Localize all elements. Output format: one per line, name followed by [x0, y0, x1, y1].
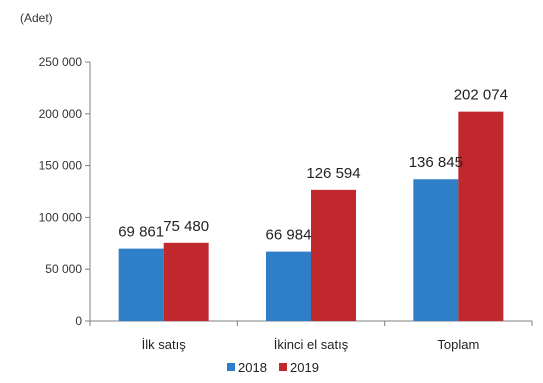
- y-tick-label: 100 000: [39, 210, 83, 224]
- data-label: 66 984: [266, 227, 312, 244]
- y-tick-label: 250 000: [39, 55, 83, 69]
- y-tick-label: 150 000: [39, 159, 83, 173]
- data-labels: 69 861 75 480 66 984 126 594 136 845 202 074: [118, 87, 508, 244]
- data-label: 126 594: [306, 165, 360, 182]
- bar-2019-2: [311, 189, 356, 321]
- data-label: 136 845: [409, 154, 463, 171]
- y-tick-label: 50 000: [45, 262, 82, 276]
- legend: 2018 2019: [227, 360, 319, 375]
- legend-swatch-2018: [227, 363, 235, 371]
- category-label: İlk satış: [142, 337, 187, 352]
- y-ticks: 0 50 000 100 000 150 000 200 000 250 000: [39, 55, 90, 328]
- bar-2019-1: [163, 242, 209, 321]
- bar-2018-1: [118, 248, 164, 321]
- legend-swatch-2019: [279, 363, 287, 371]
- legend-label: 2019: [290, 360, 319, 375]
- legend-label: 2018: [238, 360, 267, 375]
- category-label: İkinci el satış: [274, 337, 349, 352]
- y-unit-label: (Adet): [20, 11, 53, 25]
- y-tick-label: 200 000: [39, 107, 83, 121]
- category-labels: İlk satış İkinci el satış Toplam: [142, 337, 480, 352]
- bars: [118, 111, 504, 321]
- bar-2019-3: [458, 111, 504, 321]
- bar-2018-3: [413, 179, 459, 321]
- data-label: 202 074: [454, 87, 508, 104]
- y-tick-label: 0: [75, 314, 82, 328]
- category-label: Toplam: [437, 337, 479, 352]
- data-label: 69 861: [118, 224, 164, 241]
- data-label: 75 480: [163, 218, 209, 235]
- bar-2018-2: [266, 251, 311, 321]
